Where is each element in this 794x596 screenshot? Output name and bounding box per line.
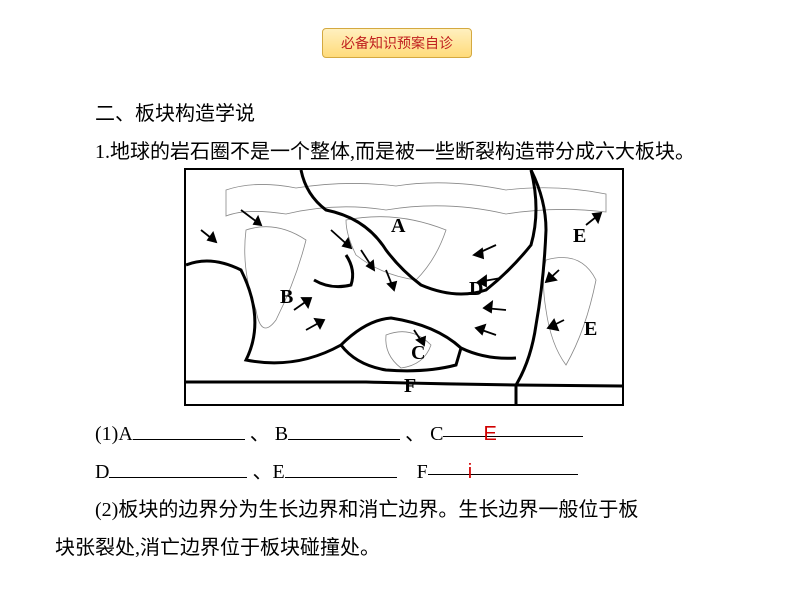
label-f: F — [417, 461, 428, 483]
label-e: 、E — [252, 461, 284, 483]
paragraph-2-line1: (2)板块的边界分为生长边界和消亡边界。生长边界一般位于板 — [55, 491, 739, 529]
blank-d — [109, 456, 247, 478]
plate-boundaries — [186, 170, 622, 404]
arrow-icon — [386, 270, 396, 290]
answer-row-2: D 、E Fi — [55, 453, 739, 491]
tab-label: 必备知识预案自诊 — [341, 35, 453, 51]
plate-label-E: E — [573, 225, 586, 247]
blank-a — [133, 418, 245, 440]
label-d: D — [95, 461, 109, 483]
arrow-icon — [294, 298, 311, 310]
answer-row-1: (1)A 、 B 、 CE — [55, 415, 739, 453]
red-f: i — [468, 461, 472, 483]
red-c: E — [483, 423, 496, 445]
section-heading: 二、板块构造学说 — [55, 95, 739, 133]
arrow-icon — [484, 302, 506, 312]
arrow-icon — [201, 230, 216, 242]
plate-label-F: F — [404, 375, 416, 397]
blank-c: E — [443, 415, 583, 437]
plate-label-C: C — [411, 342, 425, 364]
label-b: 、 B — [250, 423, 288, 445]
arrow-icon — [306, 319, 324, 330]
tab-header: 必备知识预案自诊 — [322, 28, 472, 58]
blank-b — [288, 418, 400, 440]
arrow-icon — [474, 245, 496, 258]
arrow-icon — [476, 325, 496, 335]
map-svg: A B C D E E F — [186, 170, 622, 404]
blank-f: i — [428, 453, 578, 475]
arrow-icon — [331, 230, 351, 248]
plate-label-B: B — [280, 286, 293, 308]
label-a: (1)A — [95, 423, 133, 445]
plate-map: A B C D E E F — [184, 168, 624, 406]
arrow-icon — [241, 210, 261, 225]
arrow-icon — [586, 213, 601, 225]
arrow-icon — [546, 270, 559, 282]
plate-label-D: D — [469, 278, 483, 300]
plate-label-E: E — [584, 318, 597, 340]
arrow-icon — [548, 320, 564, 330]
paragraph-2-line2: 块张裂处,消亡边界位于板块碰撞处。 — [55, 529, 739, 567]
intro-paragraph: 1.地球的岩石圈不是一个整体,而是被一些断裂构造带分成六大板块。 — [55, 133, 739, 171]
blank-e — [285, 456, 397, 478]
plate-label-A: A — [391, 215, 406, 237]
label-c: 、 C — [405, 423, 443, 445]
